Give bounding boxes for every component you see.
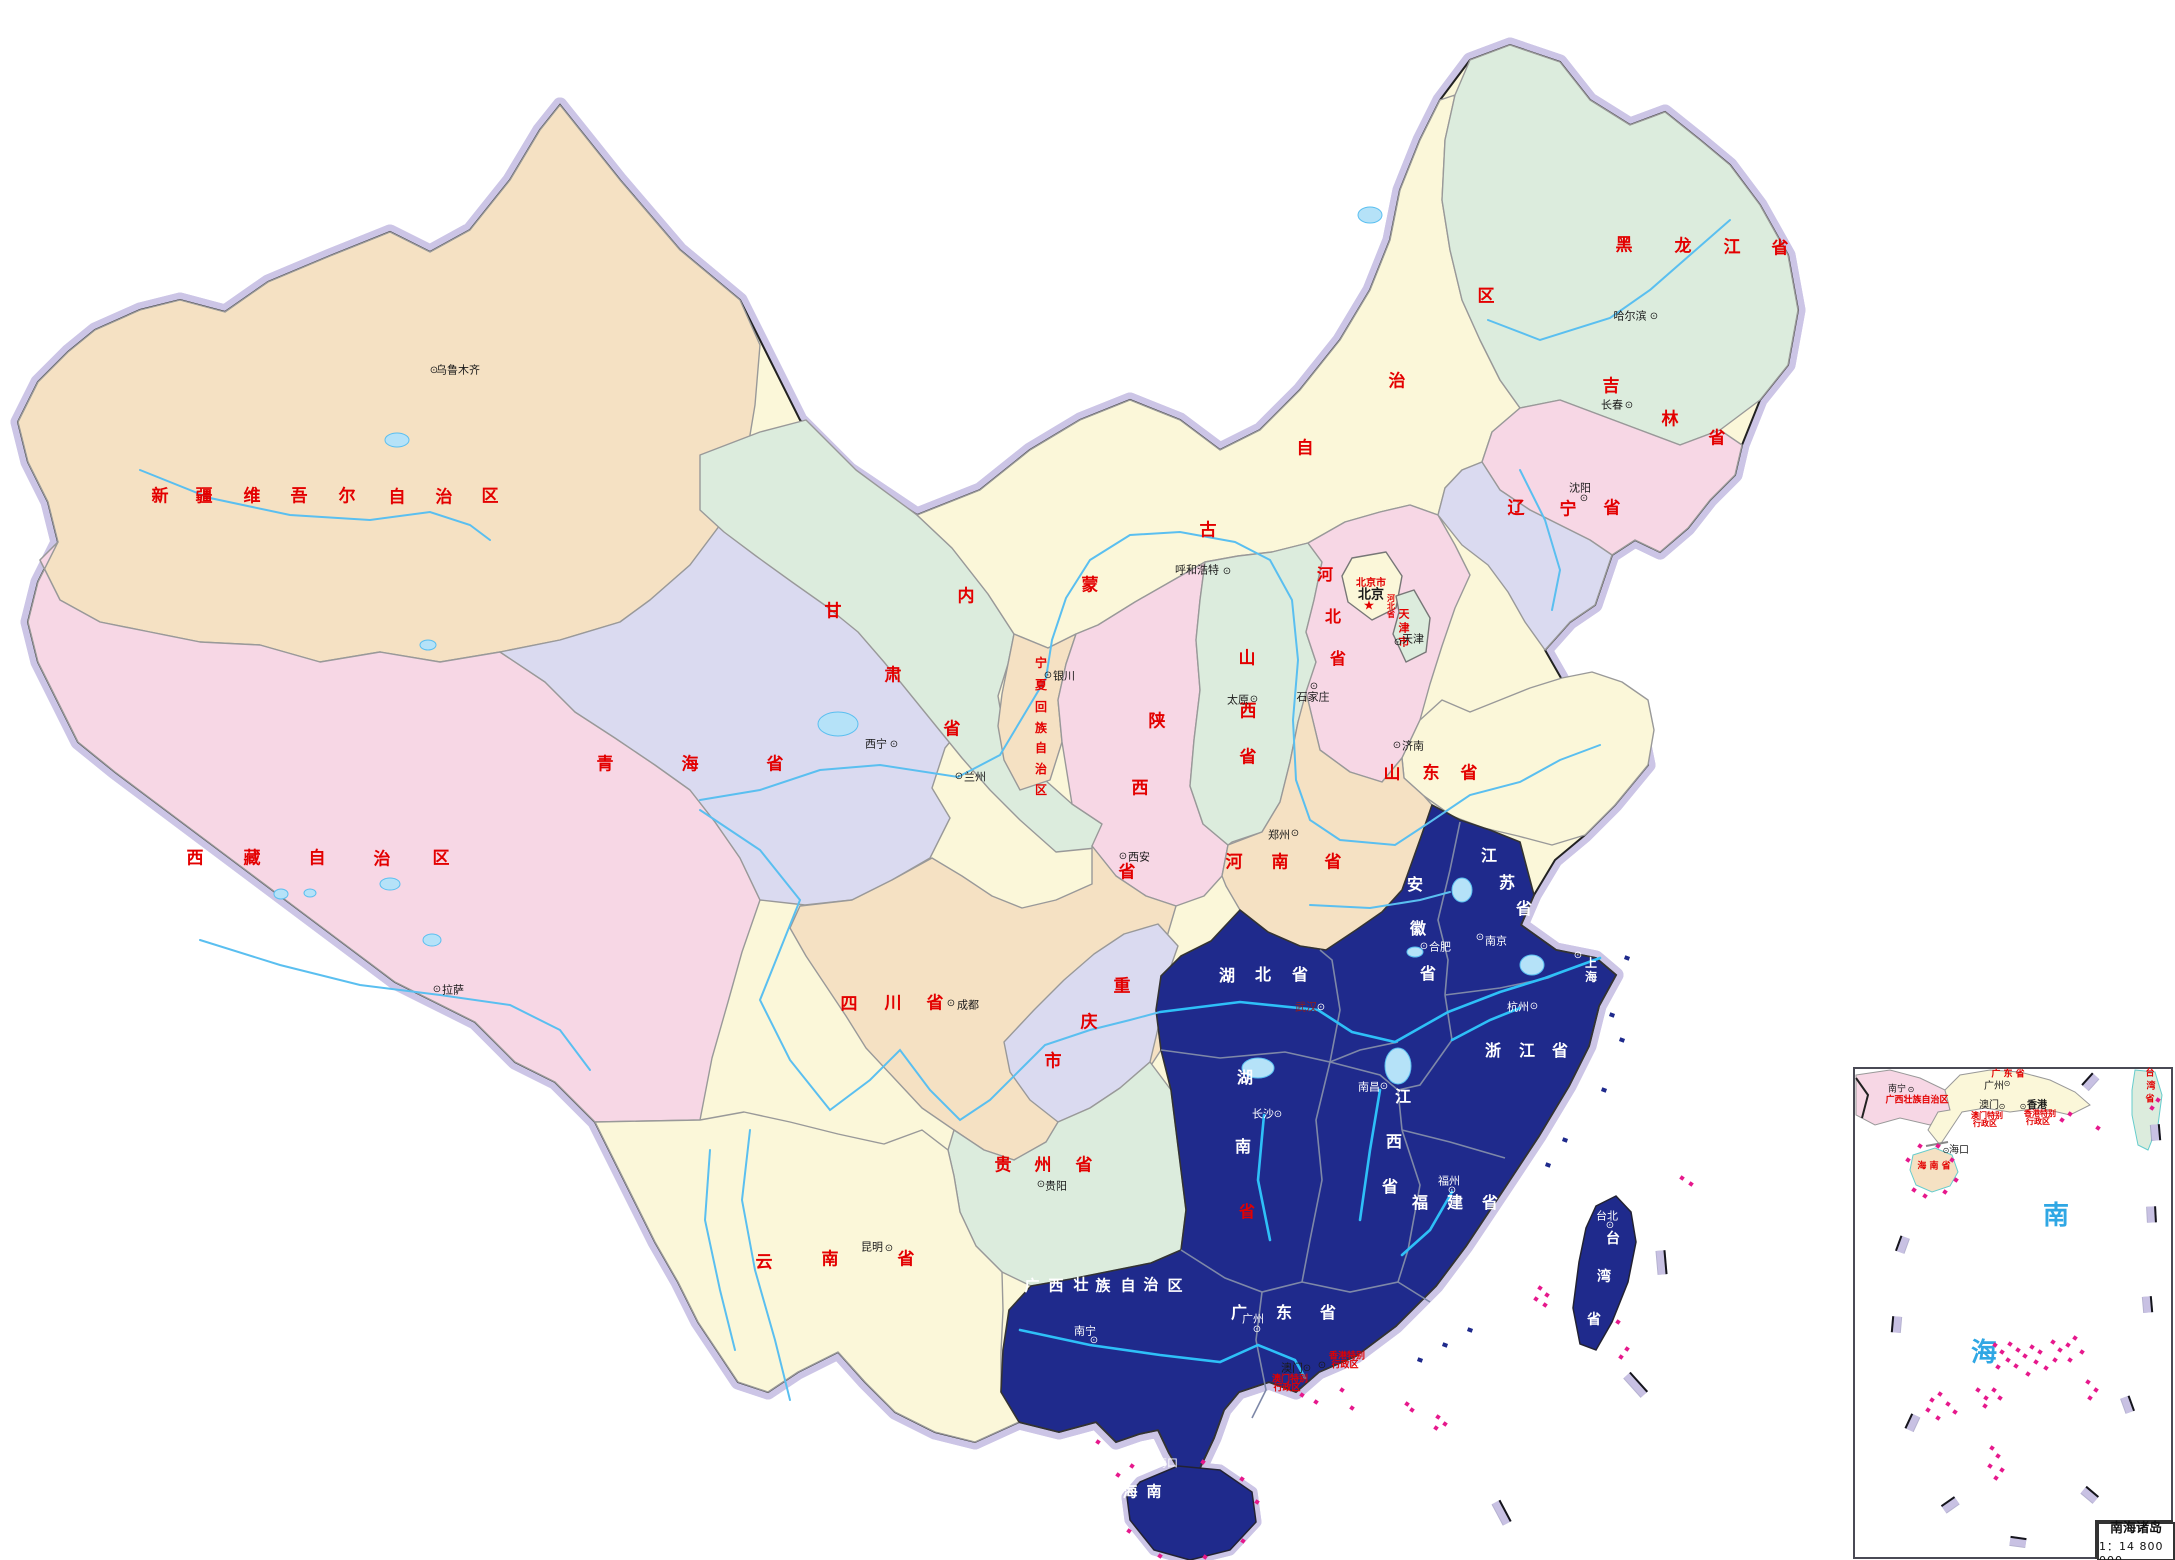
lakes — [273, 206, 1545, 1085]
inset-guangdong — [1927, 1069, 2091, 1146]
boundary-dash — [2150, 1124, 2162, 1141]
inset-title: 南海诸岛 — [2109, 1520, 2162, 1536]
inset-hainan — [1909, 1147, 1959, 1193]
province-xinjiang[interactable] — [17, 104, 761, 663]
province-tianjin[interactable] — [1392, 589, 1431, 663]
province-taiwan[interactable] — [1572, 1195, 1637, 1351]
inset-scale-ratio: 1：14 800 000 — [2099, 1539, 2164, 1560]
province-shandong[interactable] — [1401, 671, 1655, 846]
rivers — [139, 219, 1731, 1401]
selected-southeast-region[interactable] — [1000, 804, 1617, 1479]
selected-region-layer — [1000, 804, 1637, 1560]
inset-map — [1853, 1067, 2173, 1559]
province-beijing[interactable] — [1341, 551, 1403, 621]
inset-scale-label: 南海诸岛 1：14 800 000 — [2097, 1521, 2175, 1560]
boundary-dash — [2142, 1296, 2154, 1313]
province-liaoning[interactable] — [1437, 461, 1613, 651]
province-hainan[interactable] — [1126, 1465, 1257, 1560]
boundary-dash — [2147, 1206, 2157, 1223]
rivers-dark-region — [1018, 956, 1602, 1380]
boundary-dash — [1890, 1316, 1902, 1333]
province-layer — [17, 44, 1799, 1443]
